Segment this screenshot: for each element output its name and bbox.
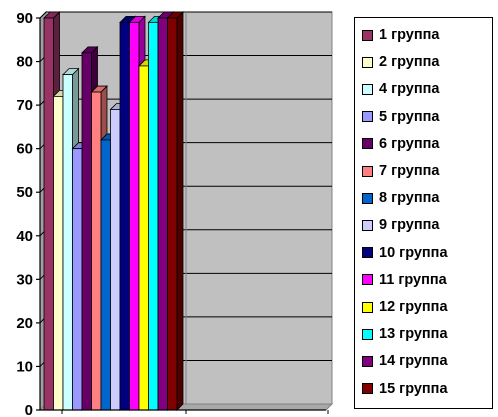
legend-label: 15 группа bbox=[379, 380, 448, 397]
legend-item: 13 группа bbox=[362, 324, 448, 344]
y-tick-label: 30 bbox=[16, 271, 33, 288]
legend-item: 11 группа bbox=[362, 270, 447, 290]
legend-label: 7 группа bbox=[379, 163, 440, 179]
y-tick-label: 40 bbox=[16, 228, 33, 245]
legend-item: 5 группа bbox=[362, 107, 439, 127]
legend-swatch bbox=[362, 56, 373, 68]
legend-item: 6 группа bbox=[362, 134, 439, 154]
y-tick-label: 60 bbox=[16, 141, 33, 158]
legend-label: 6 группа bbox=[379, 135, 440, 152]
legend-item: 4 группа bbox=[362, 79, 439, 99]
legend-label: 2 группа bbox=[379, 54, 440, 71]
legend-item: 14 группа bbox=[362, 351, 448, 371]
legend-item: 2 группа bbox=[362, 52, 439, 72]
y-tick-label: 90 bbox=[16, 10, 33, 27]
bars bbox=[43, 11, 184, 411]
legend-label: 8 группа bbox=[379, 190, 440, 207]
legend-item: 8 группа bbox=[362, 188, 439, 208]
legend-item: 1 группа bbox=[362, 25, 439, 45]
legend-swatch bbox=[362, 83, 373, 95]
y-tick-label: 50 bbox=[16, 184, 33, 201]
legend-label: 4 группа bbox=[379, 81, 440, 98]
y-tick-label: 10 bbox=[16, 358, 33, 375]
legend-swatch bbox=[362, 355, 373, 367]
legend-label: 9 группа bbox=[379, 217, 440, 234]
legend-swatch bbox=[362, 165, 373, 177]
legend-swatch bbox=[362, 192, 373, 204]
legend-swatch bbox=[362, 111, 373, 123]
legend-swatch bbox=[362, 383, 373, 395]
legend-label: 13 группа bbox=[379, 326, 448, 343]
legend-swatch bbox=[362, 274, 373, 286]
legend-swatch bbox=[362, 328, 373, 340]
legend-item: 15 группа bbox=[362, 379, 448, 399]
legend-label: 1 группа bbox=[379, 27, 440, 43]
legend-item: 7 группа bbox=[362, 161, 439, 181]
legend: 1 группа 2 группа 4 группа 5 группа 6 группа… bbox=[354, 17, 493, 409]
y-tick-label: 70 bbox=[16, 97, 33, 114]
y-tick-label: 80 bbox=[16, 54, 33, 71]
y-axis: 0 10 20 30 40 50 60 70 80 90 bbox=[16, 10, 329, 417]
legend-label: 10 группа bbox=[379, 244, 448, 261]
bar bbox=[166, 11, 184, 411]
gridline-depth bbox=[39, 11, 47, 19]
legend-swatch bbox=[362, 29, 373, 41]
legend-item: 10 группа bbox=[362, 243, 448, 263]
legend-label: 11 группа bbox=[379, 271, 447, 288]
legend-item: 9 группа bbox=[362, 215, 439, 235]
legend-swatch bbox=[362, 247, 373, 259]
y-tick-label: 20 bbox=[16, 315, 33, 332]
legend-item: 12 группа bbox=[362, 297, 448, 317]
legend-swatch bbox=[362, 138, 373, 150]
legend-label: 14 группа bbox=[379, 353, 448, 370]
y-tick-label: 0 bbox=[25, 402, 33, 417]
legend-swatch bbox=[362, 219, 373, 231]
legend-label: 12 группа bbox=[379, 299, 448, 315]
legend-label: 5 группа bbox=[379, 108, 440, 125]
legend-swatch bbox=[362, 301, 373, 313]
